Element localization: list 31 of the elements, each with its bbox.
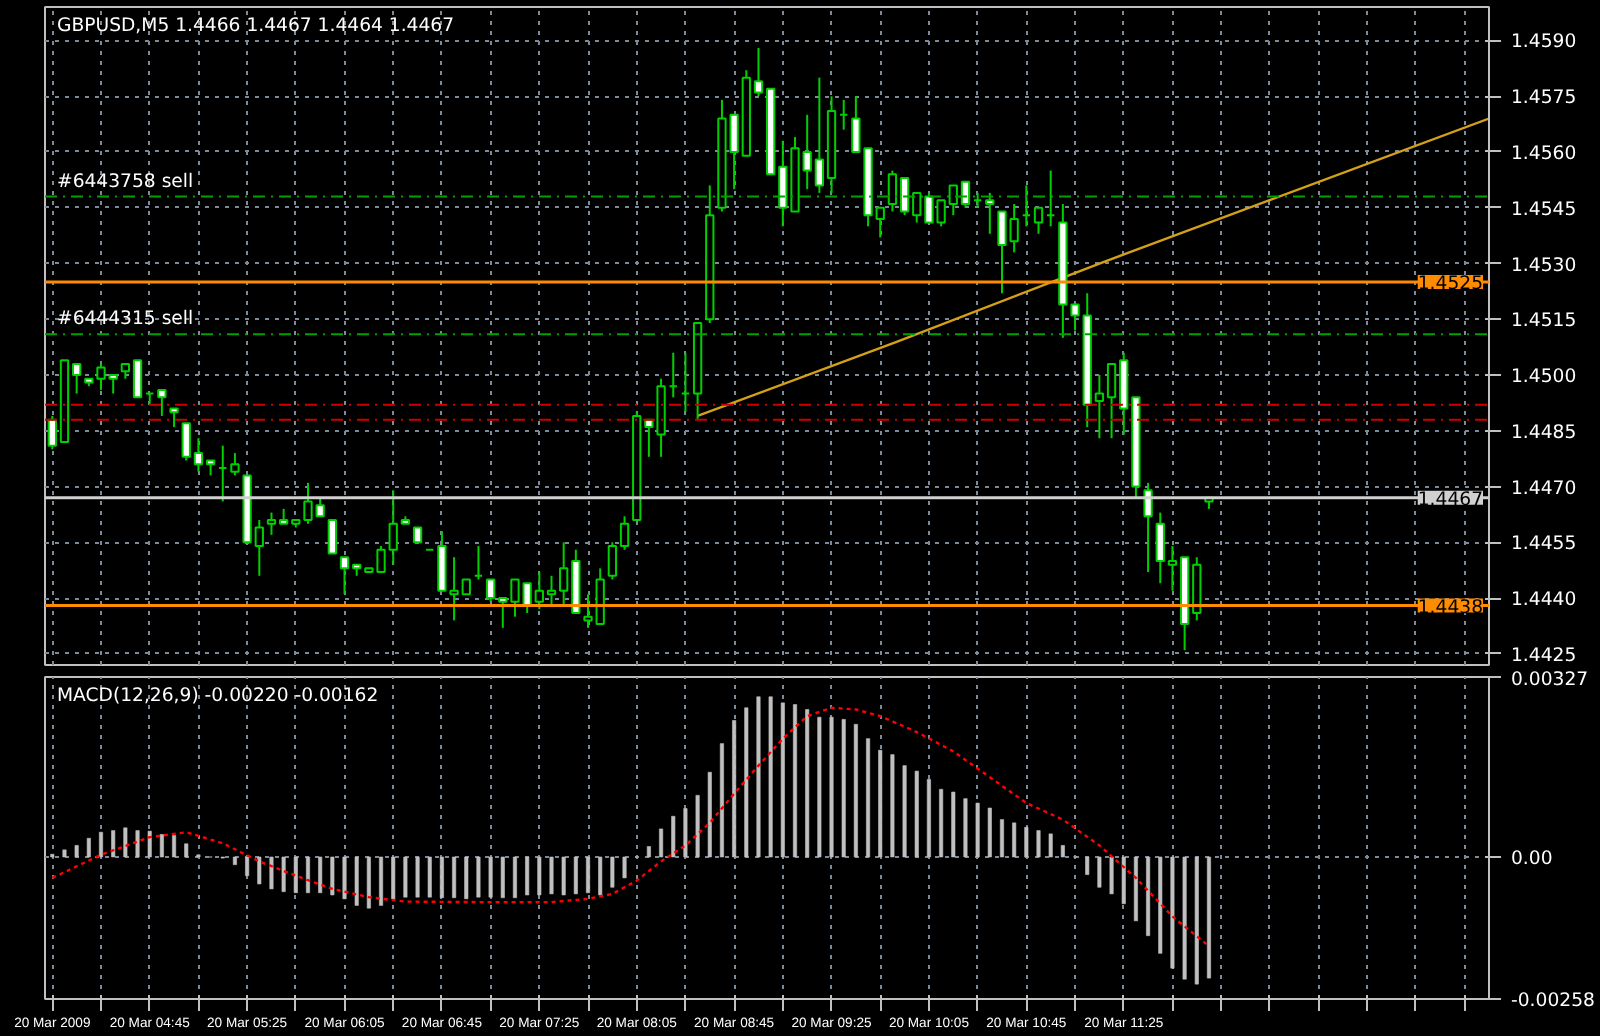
y-tick-label: 1.4530 [1511, 254, 1577, 277]
candlestick [985, 191, 995, 235]
candlestick [169, 407, 179, 429]
text: GBPUSD,M5 1.4466 1.4467 1.4464 1.4467 [57, 15, 455, 37]
y-tick-label: 1.4590 [1511, 31, 1577, 54]
y-tick-label: 1.4440 [1511, 589, 1577, 612]
y-tick-label: 1.4575 [1511, 87, 1577, 110]
y-tick-label: 1.4515 [1511, 310, 1577, 333]
line-series [696, 117, 1489, 418]
y-tick-label: 1.4500 [1511, 366, 1577, 389]
y-tick-label: 1.4425 [1511, 644, 1577, 667]
y-tick-label: 1.4455 [1511, 533, 1577, 556]
candlestick [1143, 481, 1153, 574]
y-tick-label: 1.4545 [1511, 198, 1577, 221]
candlestick [157, 388, 167, 417]
ref-line-label: 1.4467 [1417, 488, 1484, 511]
candlestick [230, 452, 240, 477]
y-tick-label: 0.00327 [1511, 669, 1589, 691]
ref-line-label: #6443758 sell [57, 170, 194, 193]
y-tick-label: -0.00258 [1511, 990, 1596, 1012]
y-tick-label: 0.00 [1511, 847, 1553, 870]
y-tick-label: 1.4560 [1511, 142, 1577, 165]
text: MACD(12,26,9) -0.00220 -0.00162 [57, 685, 379, 707]
ref-line-label: 1.4525 [1417, 273, 1484, 296]
y-tick-label: 1.4470 [1511, 477, 1577, 500]
ref-line-label: #6444315 sell [57, 308, 194, 331]
candlestick [1033, 206, 1044, 235]
line-series [51, 706, 1211, 948]
candlestick [327, 519, 337, 555]
y-tick-label: 1.4485 [1511, 421, 1577, 444]
ref-line-label: 1.4438 [1417, 596, 1484, 619]
